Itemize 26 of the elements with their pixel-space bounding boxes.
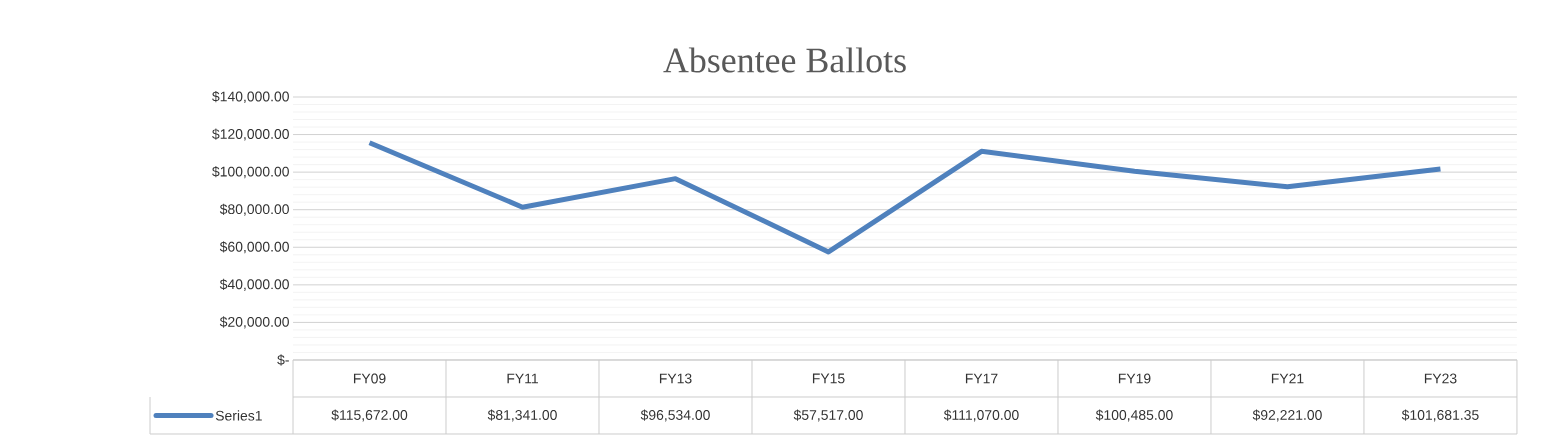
- data-label: $92,221.00: [1252, 409, 1322, 422]
- x-tick-label: FY17: [965, 373, 998, 384]
- data-label: $101,681.35: [1401, 409, 1479, 422]
- data-label: $100,485.00: [1095, 409, 1173, 422]
- data-label: $115,672.00: [331, 409, 408, 422]
- data-label: $57,517.00: [793, 409, 863, 422]
- data-label: $81,341.00: [487, 409, 557, 422]
- chart-title: Absentee Ballots: [663, 47, 906, 73]
- y-tick-label: $140,000.00: [212, 90, 289, 104]
- y-tick-label: $60,000.00: [219, 241, 289, 254]
- x-tick-label: FY21: [1271, 373, 1304, 384]
- x-tick-label: FY09: [353, 373, 386, 384]
- x-tick-label: FY23: [1424, 373, 1457, 384]
- y-tick-label: $-: [277, 354, 289, 366]
- y-tick-label: $100,000.00: [212, 166, 289, 179]
- data-label: $96,534.00: [640, 409, 710, 422]
- y-tick-label: $40,000.00: [219, 278, 289, 291]
- y-tick-label: $80,000.00: [219, 203, 289, 216]
- legend-label: Series1: [215, 410, 262, 421]
- data-label: $111,070.00: [943, 409, 1019, 422]
- y-tick-label: $20,000.00: [219, 316, 289, 329]
- y-tick-label: $120,000.00: [212, 128, 289, 141]
- x-tick-label: FY13: [659, 373, 692, 384]
- x-tick-label: FY11: [507, 373, 538, 384]
- x-tick-label: FY15: [812, 373, 845, 384]
- x-tick-label: FY19: [1118, 373, 1151, 384]
